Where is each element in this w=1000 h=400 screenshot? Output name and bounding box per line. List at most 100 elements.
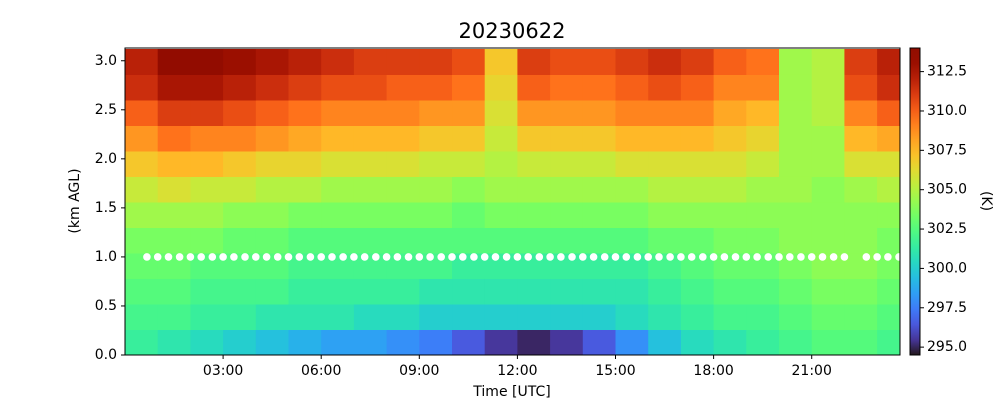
marker [633, 253, 642, 261]
heatmap-cell [746, 74, 780, 101]
marker [350, 253, 358, 261]
heatmap-cell [713, 125, 747, 152]
heatmap-cell [877, 329, 901, 356]
heatmap-cell [713, 227, 747, 254]
heatmap-cell [648, 303, 682, 330]
heatmap-cell [713, 303, 747, 330]
marker [611, 253, 620, 261]
heatmap-cell [484, 99, 518, 126]
heatmap-cell [550, 125, 584, 152]
heatmap-cell [288, 150, 322, 177]
heatmap-cell [877, 125, 901, 152]
heatmap-cell [811, 125, 845, 152]
heatmap-cell [321, 150, 355, 177]
heatmap-cell [811, 150, 845, 177]
heatmap-cell [648, 48, 682, 75]
heatmap-cell [157, 176, 191, 203]
marker [175, 253, 184, 261]
heatmap-cell [844, 252, 878, 279]
heatmap-cell [452, 201, 486, 228]
marker [644, 253, 653, 261]
heatmap-cell [157, 329, 191, 356]
x-tick-label: 12:00 [497, 363, 537, 379]
heatmap-cell [811, 278, 845, 305]
heatmap-cell [125, 125, 159, 152]
heatmap-cell [746, 176, 780, 203]
heatmap-cell [550, 201, 584, 228]
heatmap-cell [877, 278, 901, 305]
heatmap-cell [321, 201, 355, 228]
heatmap-cell [877, 201, 901, 228]
heatmap-cell [484, 227, 518, 254]
heatmap-cell [321, 303, 355, 330]
marker [818, 253, 827, 261]
marker [491, 253, 500, 261]
marker [143, 253, 151, 261]
heatmap-cell [713, 74, 747, 101]
heatmap-cell [680, 74, 715, 101]
colorbar-tick-label: 300.0 [927, 260, 967, 276]
heatmap-cell [550, 278, 584, 305]
heatmap-cell [877, 74, 901, 101]
heatmap-cell [746, 150, 780, 177]
heatmap-cell [680, 227, 715, 254]
marker [241, 253, 249, 261]
heatmap-cell [288, 125, 322, 152]
heatmap-cell [353, 303, 388, 330]
heatmap-cell [452, 125, 486, 152]
heatmap-cell [353, 176, 388, 203]
heatmap-cell [386, 99, 420, 126]
heatmap-cell [746, 99, 780, 126]
marker [600, 253, 609, 261]
heatmap-cell [713, 150, 747, 177]
heatmap-cell [157, 252, 191, 279]
heatmap-cell [288, 176, 322, 203]
colorbar-tick-label: 307.5 [927, 142, 967, 158]
marker [720, 253, 729, 261]
heatmap-cell [321, 329, 355, 356]
heatmap-cell [288, 48, 322, 75]
heatmap-cell [255, 278, 290, 305]
heatmap-cell [680, 99, 715, 126]
heatmap-cell [615, 252, 649, 279]
heatmap-cell [288, 329, 322, 356]
heatmap-cell [255, 201, 290, 228]
heatmap-cell [157, 227, 191, 254]
heatmap-cell [353, 150, 388, 177]
heatmap-cell [125, 303, 159, 330]
heatmap-cell [779, 278, 813, 305]
heatmap-cell [713, 48, 747, 75]
marker [753, 253, 761, 261]
heatmap-cell [223, 201, 257, 228]
marker [404, 253, 413, 261]
colorbar-tick-label: 305.0 [927, 182, 967, 198]
heatmap-cell [255, 329, 290, 356]
heatmap-cell [844, 201, 878, 228]
heatmap-cell [419, 329, 453, 356]
heatmap-cell [811, 227, 845, 254]
heatmap-cell [484, 74, 518, 101]
heatmap-cell [223, 74, 257, 101]
heatmap-cell [419, 252, 453, 279]
heatmap-cell [353, 48, 388, 75]
heatmap-cell [386, 303, 420, 330]
heatmap-cell [779, 176, 813, 203]
heatmap-cell [386, 201, 420, 228]
heatmap-cell [190, 303, 224, 330]
marker [807, 253, 816, 261]
heatmap-cell [680, 176, 715, 203]
marker [197, 253, 205, 261]
heatmap-cell [582, 176, 617, 203]
heatmap-cell [779, 201, 813, 228]
heatmap-cell [157, 74, 191, 101]
marker [470, 253, 478, 261]
marker [535, 253, 544, 261]
marker [284, 253, 293, 261]
heatmap-cell [419, 303, 453, 330]
heatmap-cell [746, 227, 780, 254]
heatmap-cell [190, 176, 224, 203]
heatmap-cell [419, 74, 453, 101]
heatmap-cell [419, 48, 453, 75]
heatmap-cell [680, 48, 715, 75]
marker [306, 253, 315, 261]
